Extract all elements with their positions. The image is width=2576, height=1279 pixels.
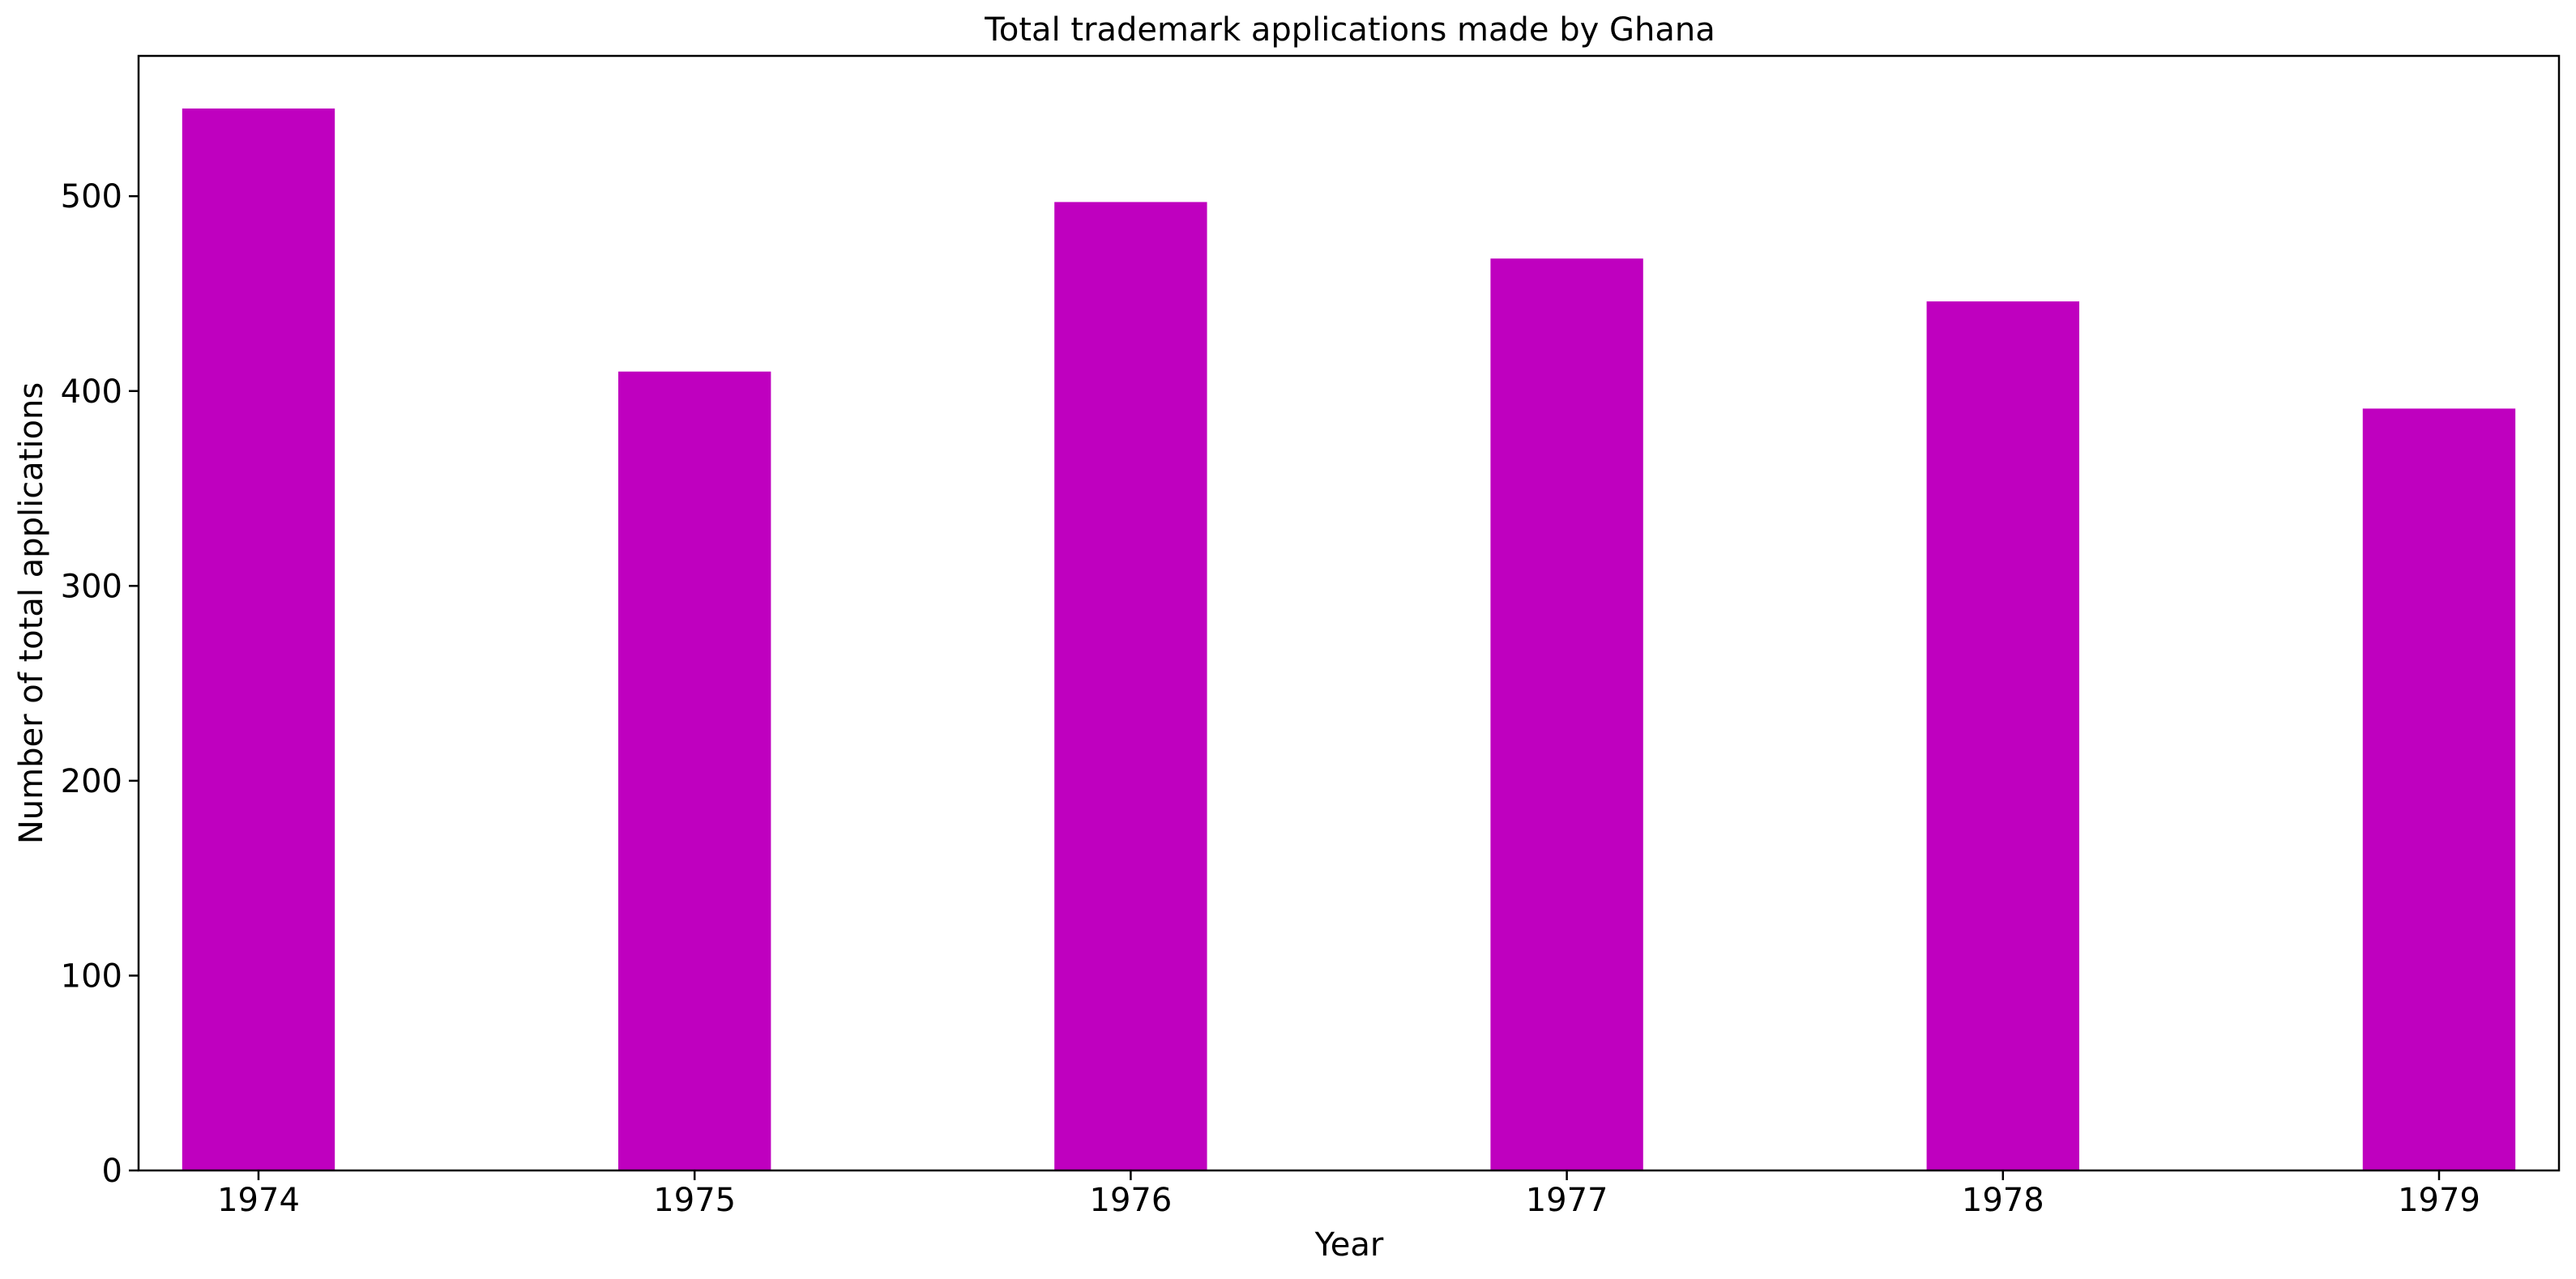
x-tick-label: 1978 bbox=[1962, 1182, 2044, 1219]
plot-frame bbox=[137, 54, 2561, 1172]
y-tick-label: 200 bbox=[61, 763, 122, 800]
x-axis-label: Year bbox=[1314, 1226, 1384, 1264]
x-axis-ticks: 1974 1975 1976 1977 1978 1979 bbox=[217, 1170, 2480, 1219]
y-tick-label: 500 bbox=[61, 178, 122, 215]
bar-1975 bbox=[618, 371, 771, 1170]
bars bbox=[182, 108, 2516, 1171]
y-axis-ticks: 0 100 200 300 400 500 bbox=[61, 178, 139, 1190]
bar-1977 bbox=[1490, 258, 1643, 1170]
x-tick-label: 1975 bbox=[653, 1182, 736, 1219]
y-axis-label: Number of total applications bbox=[13, 382, 50, 844]
bar-1978 bbox=[1926, 301, 2079, 1171]
y-tick-label: 100 bbox=[61, 957, 122, 995]
y-tick-label: 0 bbox=[102, 1153, 122, 1190]
bar-1979 bbox=[2362, 408, 2516, 1170]
x-tick-label: 1977 bbox=[1526, 1182, 1608, 1219]
bar-1974 bbox=[182, 108, 335, 1170]
y-tick-label: 400 bbox=[61, 373, 122, 411]
x-tick-label: 1976 bbox=[1090, 1182, 1173, 1219]
x-tick-label: 1979 bbox=[2398, 1182, 2480, 1219]
x-tick-label: 1974 bbox=[217, 1182, 300, 1219]
bar-1976 bbox=[1054, 202, 1207, 1171]
y-tick-label: 300 bbox=[61, 568, 122, 605]
chart-title: Total trademark applications made by Gha… bbox=[984, 11, 1715, 49]
